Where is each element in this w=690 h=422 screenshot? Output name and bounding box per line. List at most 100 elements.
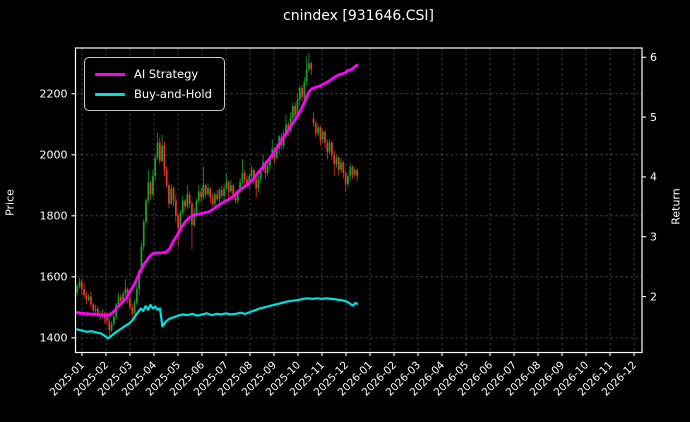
candle-body-up: [347, 176, 349, 184]
return-tick-label: 3: [650, 231, 657, 244]
candle-body-down: [158, 142, 161, 161]
candle-body-up: [308, 63, 310, 70]
candle-body-down: [301, 87, 303, 97]
candle-body-down: [310, 63, 313, 70]
candle-body-up: [135, 289, 138, 303]
candle-body-down: [96, 308, 99, 314]
candle-body-up: [186, 194, 189, 207]
candle-body-up: [147, 182, 150, 201]
candle-body-up: [335, 157, 338, 164]
chart-title: cnindex [931646.CSI]: [283, 8, 434, 24]
candle-body-up: [133, 302, 136, 314]
candle-body-up: [195, 200, 198, 213]
candle-body-down: [83, 289, 85, 296]
candle-body-up: [152, 176, 154, 195]
buy-and-hold-line-swatch: [95, 92, 125, 96]
candle-body-down: [312, 118, 315, 123]
candle-body-down: [287, 124, 290, 131]
candle-body-down: [174, 200, 177, 216]
candle-body-down: [106, 318, 108, 322]
candle-body-down: [172, 188, 175, 201]
candle-body-up: [328, 142, 331, 152]
candle-body-down: [177, 215, 180, 229]
candle-body-up: [193, 212, 196, 225]
candle-body-up: [353, 170, 356, 175]
candle-body-up: [259, 170, 262, 180]
candle-body-up: [138, 270, 141, 290]
candle-body-up: [239, 182, 242, 192]
price-tick-label: 1600: [40, 271, 68, 284]
candle-body-down: [356, 170, 359, 177]
price-tick-label: 1800: [40, 210, 68, 223]
candle-body-down: [209, 188, 212, 198]
return-tick-label: 6: [650, 51, 657, 64]
candle-body-up: [257, 179, 260, 189]
candle-body-up: [112, 316, 115, 325]
candle-body-up: [349, 166, 352, 177]
candle-body-down: [131, 307, 134, 314]
candle-body-down: [342, 162, 345, 174]
legend-label-buy-and-hold: Buy-and-Hold: [134, 87, 212, 101]
candle-body-up: [218, 189, 221, 200]
candle-body-up: [202, 185, 205, 198]
price-tick-label: 1400: [40, 332, 68, 345]
axes-frame: [74, 47, 643, 354]
legend-label-ai-strategy: AI Strategy: [134, 67, 199, 81]
candle-body-up: [296, 99, 299, 116]
candle-body-down: [216, 194, 219, 200]
candle-body-down: [165, 170, 168, 186]
candle-body-up: [197, 191, 200, 201]
candle-body-down: [324, 131, 326, 143]
candle-body-up: [236, 191, 239, 201]
candle-body-up: [122, 293, 124, 302]
candle-body-down: [337, 157, 340, 171]
chart-legend: AI Strategy Buy-and-Hold: [84, 57, 225, 111]
candle-body-up: [298, 87, 301, 100]
candle-body-up: [87, 296, 90, 300]
candle-body-down: [184, 200, 186, 207]
candle-body-down: [200, 191, 202, 198]
candle-body-down: [255, 179, 258, 189]
candle-body-up: [181, 200, 184, 213]
return-tick-label: 4: [650, 171, 657, 184]
candle-body-down: [294, 105, 297, 116]
candle-body-up: [76, 286, 79, 293]
candle-body-down: [246, 179, 248, 186]
candle-body-down: [149, 182, 152, 195]
ai-strategy-line-swatch: [95, 72, 125, 76]
candle-body-down: [319, 127, 322, 140]
candle-body-up: [110, 324, 113, 331]
candle-body-up: [156, 142, 159, 158]
candle-body-up: [275, 148, 278, 158]
candle-body-down: [314, 122, 317, 134]
candle-body-down: [344, 173, 347, 184]
candle-body-down: [168, 185, 170, 204]
candle-body-up: [317, 127, 320, 134]
candle-body-down: [232, 185, 235, 195]
candle-body-up: [179, 212, 182, 229]
candle-body-up: [305, 69, 308, 82]
candle-body-down: [351, 166, 354, 175]
candle-body-up: [266, 165, 269, 174]
candle-body-down: [163, 145, 166, 171]
candle-body-up: [213, 194, 216, 204]
candle-body-up: [285, 124, 287, 134]
candle-body-down: [227, 182, 230, 192]
candle-body-down: [252, 170, 255, 180]
return-tick-label: 5: [650, 111, 657, 124]
candle-body-up: [291, 105, 294, 119]
candle-body-down: [188, 194, 191, 204]
candle-body-up: [154, 157, 157, 177]
candle-body-down: [191, 203, 193, 225]
price-tick-label: 2200: [40, 88, 68, 101]
candle-body-up: [207, 188, 209, 195]
price-tick-label: 2000: [40, 149, 68, 162]
candle-body-up: [161, 145, 163, 161]
buy-and-hold-line: [76, 297, 359, 340]
candle-body-up: [124, 289, 127, 294]
candle-body-down: [85, 295, 88, 300]
candle-body-down: [326, 142, 329, 152]
candle-body-down: [234, 194, 237, 201]
candle-body-down: [264, 162, 267, 174]
